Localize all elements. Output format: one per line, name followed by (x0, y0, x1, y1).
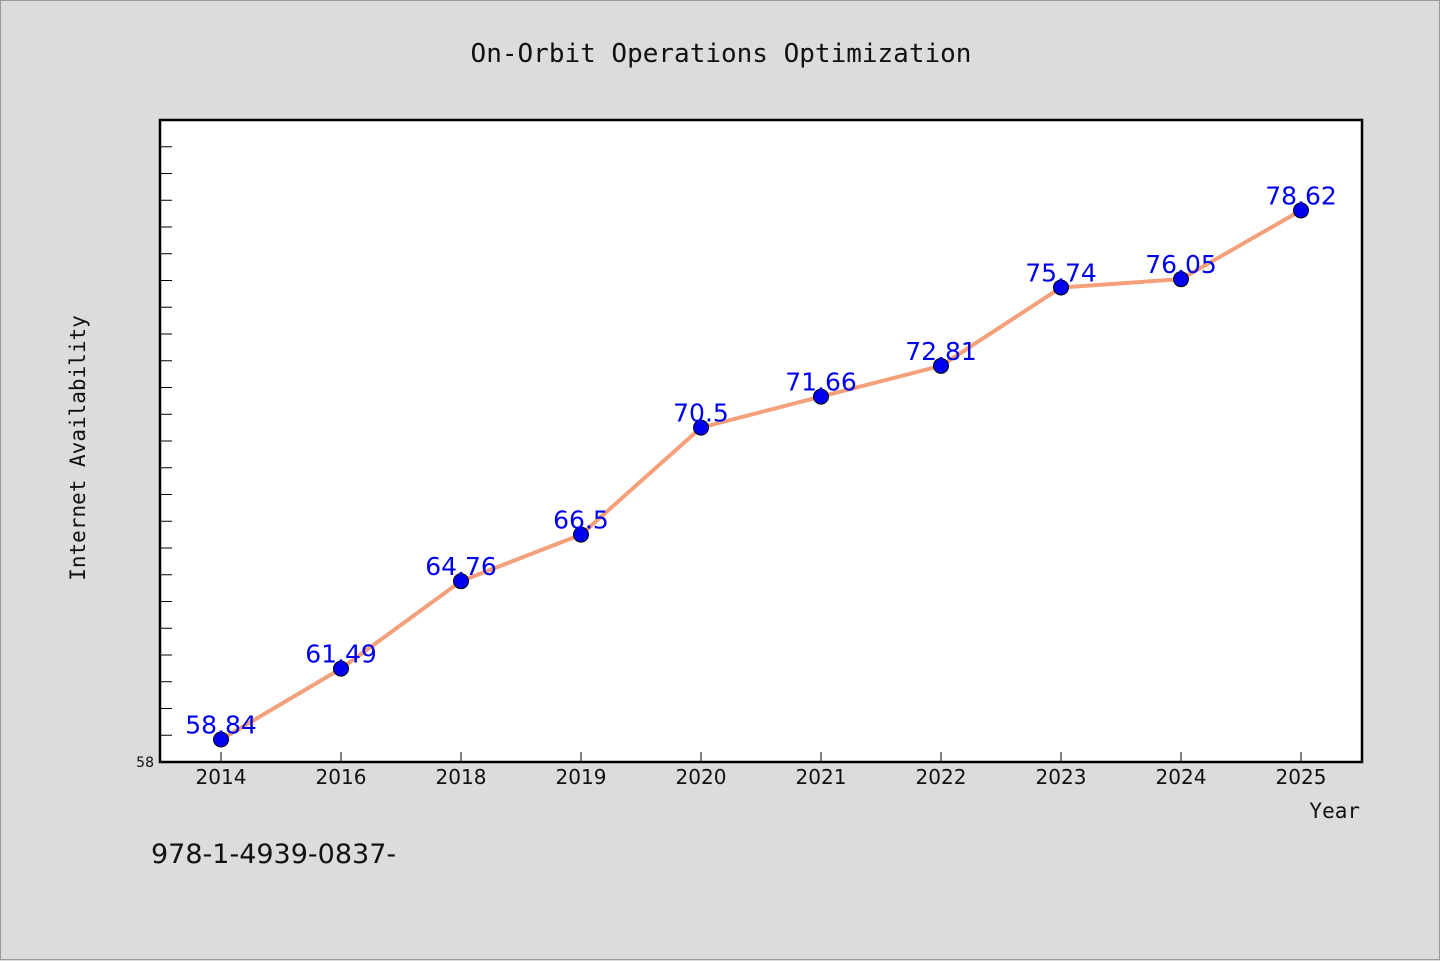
y-axis-tick-labels: 58 (136, 755, 154, 771)
footer-text: 978-1-4939-0837- (151, 839, 396, 870)
y-axis-title: Internet Availability (66, 315, 90, 581)
data-label: 70.5 (673, 399, 729, 428)
y-axis-ticks (160, 146, 172, 763)
data-point (453, 573, 469, 590)
data-point (333, 660, 349, 677)
data-label: 64.76 (425, 552, 497, 581)
data-point (813, 388, 829, 405)
x-tick-label: 2019 (556, 765, 607, 789)
data-point (693, 419, 709, 436)
x-tick-label: 2020 (676, 765, 727, 789)
data-point (933, 357, 949, 374)
series-markers (213, 202, 1309, 748)
data-label: 66.5 (553, 506, 609, 535)
data-label: 72.81 (905, 337, 977, 366)
x-tick-label: 2018 (436, 765, 487, 789)
y-tick-label: 58 (136, 755, 154, 771)
x-tick-label: 2024 (1156, 765, 1207, 789)
data-label: 61.49 (305, 640, 377, 669)
x-tick-label: 2016 (316, 765, 367, 789)
x-tick-label: 2025 (1276, 765, 1327, 789)
x-tick-label: 2014 (196, 765, 247, 789)
data-label: 76.05 (1145, 250, 1217, 279)
data-point (573, 526, 589, 543)
data-label: 58.84 (185, 711, 257, 740)
x-axis-title: Year (1309, 799, 1360, 823)
data-label: 71.66 (785, 368, 857, 397)
x-tick-label: 2021 (796, 765, 847, 789)
series-line (219, 208, 1303, 742)
data-point (213, 731, 229, 748)
data-label: 78.62 (1265, 181, 1337, 210)
data-point (1053, 279, 1069, 296)
x-axis-tick-labels: 2014 2016 2018 2019 2020 2021 2022 2023 2024 2025 (196, 765, 1327, 789)
x-tick-label: 2023 (1036, 765, 1087, 789)
data-point (1173, 271, 1189, 288)
x-axis-ticks (220, 752, 1302, 762)
x-tick-label: 2022 (916, 765, 967, 789)
chart-title: On-Orbit Operations Optimization (471, 39, 972, 69)
data-point (1293, 202, 1309, 219)
data-label: 75.74 (1025, 258, 1097, 287)
data-labels: 58.84 61.49 64.76 66.5 70.5 71.66 72.81 75.74 76… (185, 181, 1337, 739)
